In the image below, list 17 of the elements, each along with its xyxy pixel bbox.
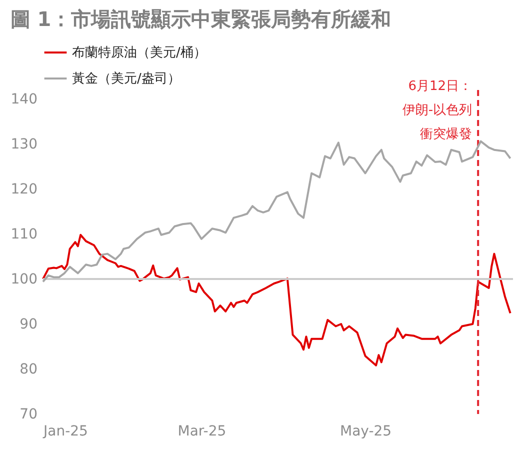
x-tick-label: Mar-25 (178, 424, 226, 440)
y-tick-label: 70 (20, 406, 38, 422)
y-tick-label: 100 (10, 272, 38, 288)
line-series (42, 140, 512, 283)
chart-title: 圖 1：市場訊號顯示中東緊張局勢有所緩和 (10, 7, 392, 31)
ref-line-label: 6月12日：伊朗-以色列衝突爆發 (402, 79, 472, 142)
x-tick-label: Jan-25 (42, 424, 88, 440)
y-tick-label: 120 (10, 182, 38, 198)
y-tick-label: 90 (20, 316, 38, 332)
line-series (42, 234, 512, 366)
y-tick-label: 140 (10, 92, 38, 108)
legend-label: 布蘭特原油（美元/桶） (72, 44, 206, 60)
x-tick-label: May-25 (340, 424, 392, 440)
legend-label: 黃金（美元/盎司） (72, 70, 180, 86)
y-tick-label: 130 (10, 136, 38, 152)
y-tick-label: 80 (20, 362, 38, 378)
y-tick-label: 110 (10, 226, 38, 242)
